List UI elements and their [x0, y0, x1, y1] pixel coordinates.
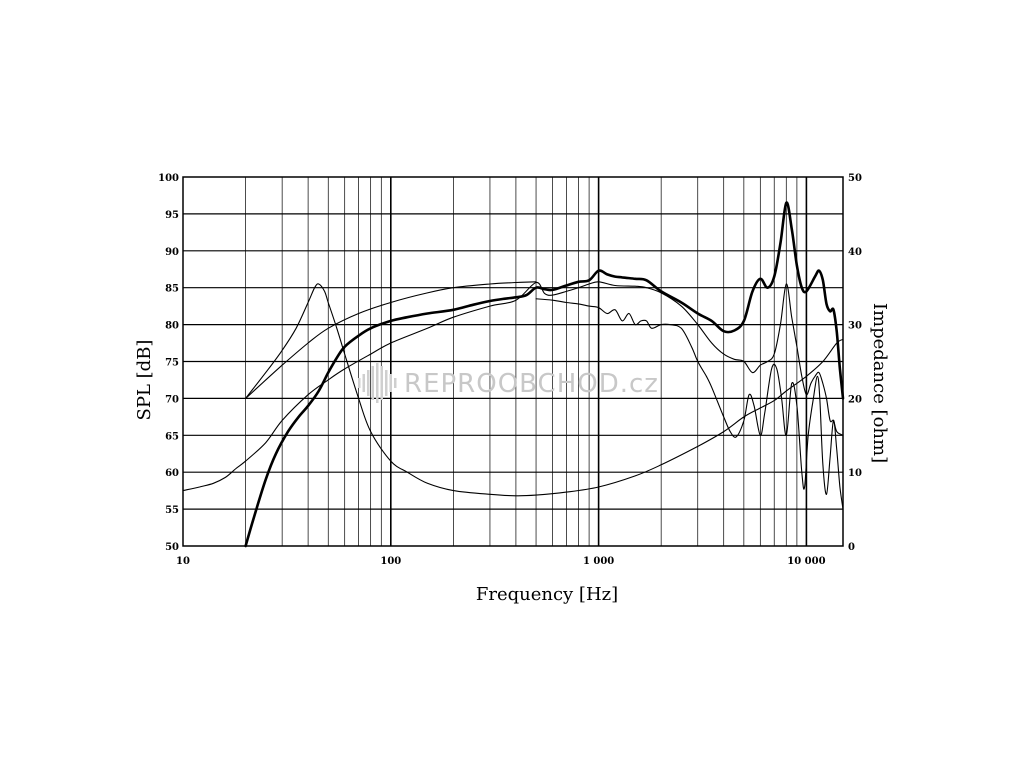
series-line-3 — [535, 298, 844, 510]
watermark-bar — [389, 374, 392, 392]
y-right-tick-label: 40 — [848, 247, 862, 258]
watermark: REPROOBCHOD.cz — [358, 363, 659, 403]
series-line-1 — [244, 201, 845, 548]
x-tick-label: 10 000 — [787, 556, 825, 567]
y-right-tick-label: 10 — [848, 468, 862, 479]
x-tick-label: 100 — [380, 556, 401, 567]
y-left-tick-label: 95 — [165, 210, 179, 221]
watermark-bar — [358, 378, 361, 388]
y-left-tick-label: 85 — [165, 284, 179, 295]
y-right-tick-label: 30 — [848, 321, 862, 332]
watermark-bar — [385, 370, 388, 396]
y-left-tick-label: 50 — [165, 542, 179, 553]
x-tick-label: 1 000 — [583, 556, 614, 567]
y-axis-left-title: SPL [dB] — [134, 340, 155, 421]
watermark-bar — [376, 363, 379, 403]
y-left-tick-label: 90 — [165, 247, 179, 258]
watermark-bar — [394, 378, 397, 388]
y-axis-right-title: Impedance [ohm] — [869, 303, 890, 463]
series-line-2 — [182, 281, 844, 492]
watermark-bar — [362, 374, 365, 392]
x-axis-title: Frequency [Hz] — [476, 584, 618, 605]
y-left-tick-label: 70 — [165, 394, 179, 405]
x-tick-label: 10 — [176, 556, 190, 567]
y-left-tick-label: 55 — [165, 505, 179, 516]
y-left-tick-label: 60 — [165, 468, 179, 479]
y-left-tick-label: 80 — [165, 321, 179, 332]
watermark-bar — [367, 370, 370, 396]
watermark-bar — [380, 366, 383, 400]
y-right-tick-label: 50 — [848, 173, 862, 184]
y-left-tick-label: 75 — [165, 358, 179, 369]
y-right-tick-label: 20 — [848, 394, 862, 405]
tick-labels: 50 55 60 65 70 75 80 85 90 95 100 0 10 20 30 40 50 10 100 1… — [158, 173, 862, 567]
series-layer — [182, 201, 845, 548]
series-line-5 — [245, 281, 537, 399]
watermark-bar — [371, 366, 374, 400]
y-left-tick-label: 65 — [165, 431, 179, 442]
watermark-text: REPROOBCHOD.cz — [404, 369, 659, 399]
series-line-4 — [245, 283, 844, 497]
y-right-tick-label: 0 — [848, 542, 855, 553]
y-left-tick-label: 100 — [158, 173, 179, 184]
